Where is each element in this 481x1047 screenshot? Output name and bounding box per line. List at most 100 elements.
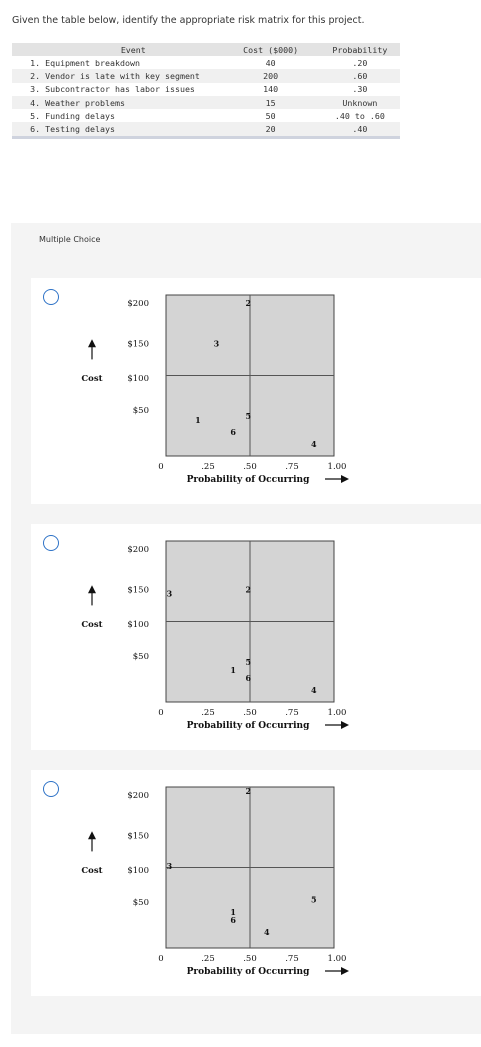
row-cost: 20 (221, 122, 320, 136)
y-axis-arrowhead-icon (88, 585, 96, 594)
x-tick-label: 1.00 (328, 954, 347, 964)
y-tick-label: $50 (133, 898, 149, 908)
row-number: 6. (12, 122, 44, 136)
choice-option-b[interactable]: $200 $150 $100 $50 Cost 0 .25 .50 .75 1.00 Probabi… (31, 524, 481, 750)
risk-point-6: 6 (246, 673, 252, 683)
risk-point-1: 1 (230, 665, 236, 675)
multiple-choice-label: Multiple Choice (39, 235, 101, 244)
x-tick-label: 1.00 (328, 708, 347, 718)
risk-point-4: 4 (264, 927, 270, 937)
x-tick-label: 0 (158, 708, 163, 718)
risk-point-2: 2 (246, 786, 252, 796)
risk-matrix-chart: $200 $150 $100 $50 Cost 0 .25 .50 .75 1.00 Probabi… (81, 786, 349, 977)
row-cost: 50 (265, 110, 276, 121)
x-tick-label: .75 (285, 708, 299, 718)
row-number: 2. (12, 69, 44, 83)
table-row: 4. Weather problems 15 Unknown (12, 95, 400, 110)
risk-table: Event Cost ($000) Probability 1. Equipme… (12, 43, 400, 139)
row-event: Equipment breakdown (45, 57, 140, 68)
x-axis-arrowhead-icon (341, 967, 349, 975)
risk-point-4: 4 (311, 685, 317, 695)
x-tick-label: .75 (285, 462, 299, 472)
x-tick-label: .50 (243, 462, 257, 472)
x-tick-label: .75 (285, 954, 299, 964)
row-cost: 140 (263, 84, 279, 95)
y-tick-label: $100 (127, 620, 149, 630)
y-axis-label: Cost (81, 866, 102, 876)
y-axis-label: Cost (81, 620, 102, 630)
row-probability: Unknown (319, 95, 400, 110)
table-row: 3. Subcontractor has labor issues 140 .3… (12, 83, 400, 96)
y-tick-label: $200 (127, 299, 149, 309)
y-tick-label: $150 (127, 585, 149, 595)
risk-point-5: 5 (246, 411, 252, 421)
risk-point-3: 3 (167, 861, 173, 871)
y-axis-arrowhead-icon (88, 339, 96, 348)
x-tick-label: .25 (201, 954, 215, 964)
row-event: Vendor is late with key segment (43, 69, 222, 83)
risk-point-3: 3 (167, 588, 173, 598)
risk-point-6: 6 (230, 915, 236, 925)
risk-point-5: 5 (311, 895, 317, 905)
x-axis-label: Probability of Occurring (187, 475, 311, 485)
row-cost: 15 (221, 95, 320, 110)
risk-point-5: 5 (246, 657, 252, 667)
row-cost: 40 (265, 57, 276, 68)
row-event: Testing delays (43, 122, 222, 136)
y-axis-label: Cost (81, 374, 102, 384)
row-probability: .30 (352, 84, 368, 95)
risk-point-2: 2 (246, 584, 252, 594)
row-probability: .40 (319, 122, 400, 136)
risk-point-2: 2 (246, 298, 252, 308)
risk-point-1: 1 (230, 907, 236, 917)
table-row: 5. Funding delays 50 .40 to .60 (12, 109, 400, 122)
table-header-row: Event Cost ($000) Probability (12, 43, 400, 56)
row-cost: 200 (221, 69, 320, 83)
question-text: Given the table below, identify the appr… (12, 15, 365, 26)
y-tick-label: $200 (127, 545, 149, 555)
row-probability: .20 (352, 57, 368, 68)
row-number: 3. (30, 84, 41, 95)
x-tick-label: 0 (158, 462, 163, 472)
table-row: 1. Equipment breakdown 40 .20 (12, 56, 400, 69)
table-bottom-rule (12, 135, 400, 139)
x-tick-label: 0 (158, 954, 163, 964)
header-probability: Probability (319, 43, 400, 56)
choice-option-a[interactable]: $200 $150 $100 $50 Cost 0 .25 .50 .75 1.00 Probabi… (31, 278, 481, 504)
row-probability: .40 to .60 (334, 110, 385, 121)
risk-point-1: 1 (195, 415, 201, 425)
x-tick-label: .50 (243, 708, 257, 718)
row-number: 4. (12, 95, 44, 110)
y-tick-label: $100 (127, 374, 149, 384)
row-probability: .60 (319, 69, 400, 83)
y-tick-label: $150 (127, 831, 149, 841)
y-tick-label: $200 (127, 791, 149, 801)
x-tick-label: 1.00 (328, 462, 347, 472)
header-event: Event (43, 43, 222, 56)
risk-matrix-chart: $200 $150 $100 $50 Cost 0 .25 .50 .75 1.00 Probabi… (81, 294, 349, 485)
multiple-choice-panel: Multiple Choice $200 $150 $100 $50 Cost 0 .25.… (11, 223, 481, 1034)
x-axis-label: Probability of Occurring (187, 721, 311, 731)
risk-matrix-chart: $200 $150 $100 $50 Cost 0 .25 .50 .75 1.00 Probabi… (81, 540, 349, 731)
choice-option-c[interactable]: $200 $150 $100 $50 Cost 0 .25 .50 .75 1.00 Probabi… (31, 770, 481, 996)
risk-point-4: 4 (311, 439, 317, 449)
table-row: 6. Testing delays 20 .40 (12, 122, 400, 136)
risk-point-6: 6 (230, 427, 236, 437)
row-event: Weather problems (43, 95, 222, 110)
risk-point-3: 3 (214, 338, 220, 348)
radio-button[interactable] (43, 781, 59, 797)
y-tick-label: $150 (127, 339, 149, 349)
row-number: 1. (30, 57, 41, 68)
y-tick-label: $50 (133, 406, 149, 416)
x-axis-label: Probability of Occurring (187, 967, 311, 977)
radio-button[interactable] (43, 289, 59, 305)
row-number: 5. (30, 110, 41, 121)
x-axis-arrowhead-icon (341, 475, 349, 483)
radio-button[interactable] (43, 535, 59, 551)
row-event: Funding delays (45, 110, 116, 121)
y-tick-label: $50 (133, 652, 149, 662)
x-tick-label: .25 (201, 708, 215, 718)
x-axis-arrowhead-icon (341, 721, 349, 729)
x-tick-label: .50 (243, 954, 257, 964)
y-tick-label: $100 (127, 866, 149, 876)
